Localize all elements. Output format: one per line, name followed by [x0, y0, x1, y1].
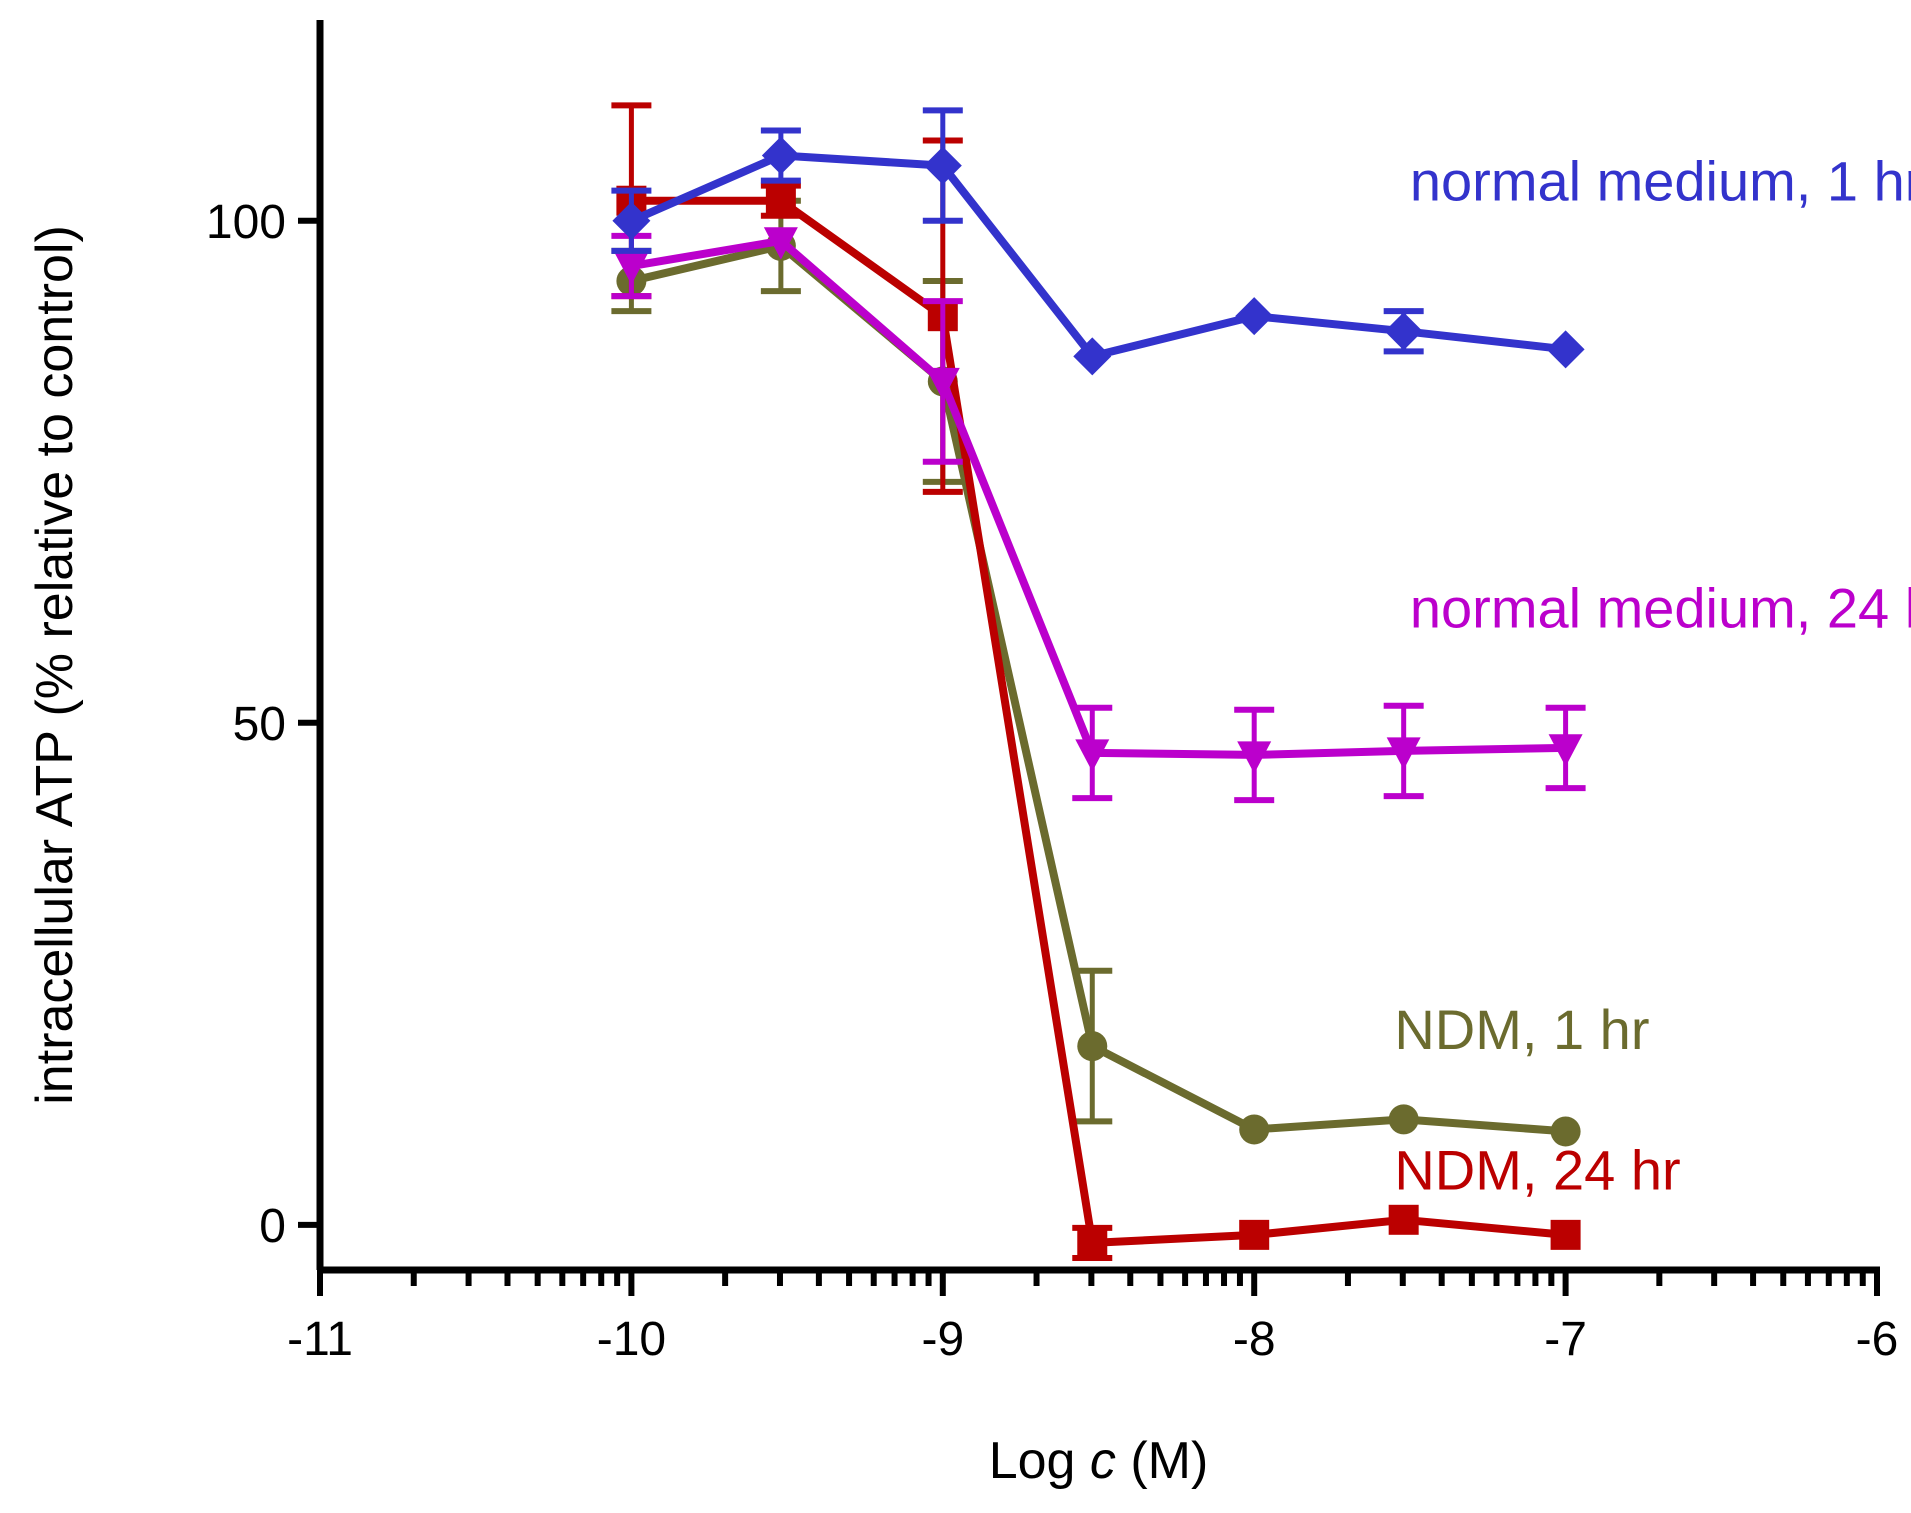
- data-point: [1388, 1104, 1419, 1135]
- series-1: [611, 227, 1586, 804]
- x-tick-label: -7: [1544, 1313, 1587, 1366]
- y-axis-title: intracellular ATP (% relative to control…: [26, 225, 84, 1105]
- x-tick-label: -6: [1856, 1313, 1899, 1366]
- x-tick-label: -8: [1233, 1313, 1276, 1366]
- data-point: [925, 367, 960, 401]
- data-point: [612, 201, 651, 240]
- data-point: [765, 185, 796, 216]
- series-layer: [611, 102, 1586, 1261]
- data-point: [1073, 337, 1112, 376]
- data-point: [1550, 1219, 1581, 1250]
- data-point: [1550, 1116, 1581, 1147]
- series-label: NDM, 24 hr: [1394, 1139, 1680, 1202]
- y-tick-label: 100: [206, 196, 286, 249]
- series-line: [630, 236, 1566, 759]
- series-0: [611, 107, 1585, 376]
- x-tick-label: -9: [921, 1313, 964, 1366]
- data-point: [1548, 734, 1583, 767]
- data-point: [1546, 330, 1585, 369]
- data-point: [1235, 297, 1274, 336]
- y-tick-label: 0: [259, 1200, 286, 1253]
- data-point: [1077, 1227, 1108, 1258]
- data-point: [614, 252, 649, 285]
- data-point: [1384, 312, 1423, 351]
- x-axis-title: Log c (M): [989, 1432, 1209, 1490]
- data-point: [1239, 1114, 1270, 1145]
- data-point: [1388, 1204, 1419, 1235]
- x-axis-title-variable: c: [1090, 1432, 1116, 1490]
- x-tick-label: -11: [287, 1313, 353, 1366]
- y-tick-label: 50: [233, 698, 286, 751]
- data-point: [1075, 739, 1110, 772]
- data-point: [763, 227, 798, 260]
- series-label: NDM, 1 hr: [1394, 998, 1649, 1061]
- data-point: [761, 136, 800, 175]
- data-point: [1237, 741, 1272, 774]
- x-axis-title-prefix: Log: [989, 1432, 1090, 1490]
- x-axis-title-suffix: (M): [1116, 1432, 1208, 1490]
- series-label: normal medium, 24 hr: [1410, 576, 1911, 639]
- data-point: [923, 146, 962, 185]
- data-point: [1077, 1031, 1108, 1062]
- data-point: [1239, 1219, 1270, 1250]
- axes: 0 50 100 -11 -10 -9 -8 -7 -6: [206, 20, 1898, 1366]
- x-tick-label: -10: [597, 1313, 666, 1366]
- series-labels: NDM, 1 hr NDM, 24 hr normal medium, 24 hr n…: [1394, 150, 1911, 1202]
- series-3: [611, 102, 1581, 1261]
- series-label: normal medium, 1 hr: [1410, 150, 1911, 213]
- data-point: [1386, 737, 1421, 770]
